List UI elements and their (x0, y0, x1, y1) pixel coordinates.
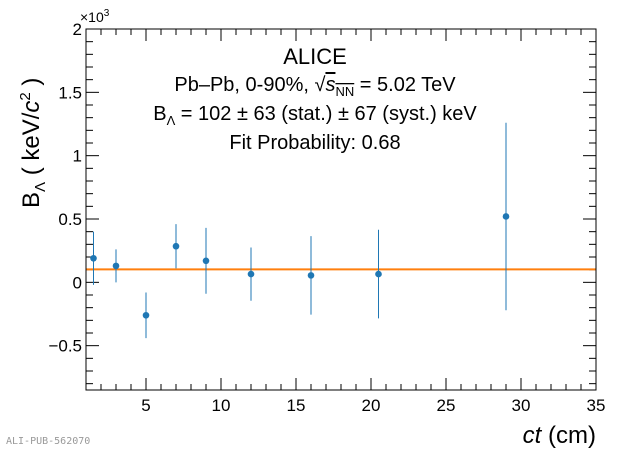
x-tick-label: 10 (212, 396, 231, 415)
data-points (90, 122, 510, 339)
publication-id: ALI-PUB-562070 (6, 436, 91, 447)
y-tick-label: 1 (73, 147, 82, 166)
x-tick-label: 5 (141, 396, 150, 415)
binding-energy-result: BΛ = 102 ± 63 (stat.) ± 67 (syst.) keV (153, 103, 477, 128)
y-tick-label: 0 (73, 273, 82, 292)
x-tick-label: 25 (437, 396, 456, 415)
data-point (202, 257, 210, 265)
y-tick-label: 1.5 (58, 83, 82, 102)
y-tick-label: −0.5 (48, 337, 82, 356)
x-tick-labels: 5 10 15 20 25 30 35 (141, 396, 605, 415)
y-tick-label: 0.5 (58, 210, 82, 229)
experiment-label: ALICE (283, 44, 347, 69)
data-point (375, 270, 382, 278)
data-point (247, 270, 255, 278)
x-tick-label: 15 (287, 396, 306, 415)
fit-probability-label: Fit Probability: 0.68 (229, 132, 400, 154)
y-tick-labels: −0.5 0 0.5 1 1.5 2 (48, 20, 82, 356)
svg-text:BΛ ( keV/c2 ): BΛ ( keV/c2 ) (17, 78, 49, 208)
x-tick-label: 30 (512, 396, 531, 415)
y-multiplier: ×103 (80, 8, 110, 25)
data-point (502, 213, 510, 220)
plot-frame (85, 28, 597, 391)
x-tick-label: 35 (587, 396, 606, 415)
y-tick-marks (86, 28, 596, 385)
y-tick-label: 2 (73, 20, 82, 39)
x-tick-label: 20 (362, 396, 381, 415)
x-axis-label: ct (cm) (523, 422, 596, 449)
data-point (112, 262, 120, 270)
data-point (172, 242, 180, 250)
y-axis-label: BΛ ( keV/c2 ) (17, 78, 49, 208)
collision-system-label: Pb–Pb, 0-90%, √sNN = 5.02 TeV (174, 74, 456, 99)
data-point (307, 272, 315, 279)
data-point (142, 311, 150, 319)
data-point (90, 254, 97, 262)
